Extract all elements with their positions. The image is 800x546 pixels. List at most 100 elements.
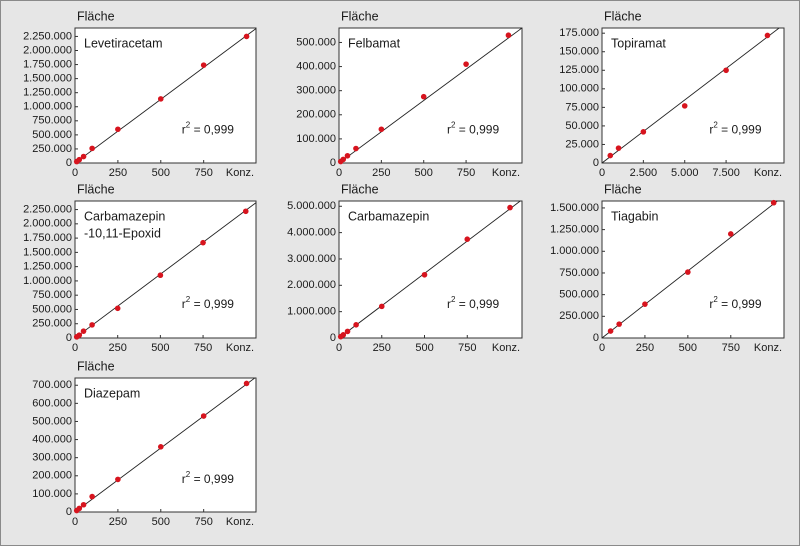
y-tick-label: 1.500.000 xyxy=(23,246,72,258)
y-tick-label: 1.000.000 xyxy=(550,245,599,257)
x-tick-label: 2.500 xyxy=(630,167,658,179)
r-value: = 0,999 xyxy=(190,123,234,137)
x-tick-label: 750 xyxy=(194,516,212,528)
y-tick-label: 5.000.000 xyxy=(287,200,336,212)
y-tick-label: 1.250.000 xyxy=(23,261,72,273)
y-tick-label: 500.000 xyxy=(32,415,72,427)
y-tick-label: 25.000 xyxy=(565,138,599,150)
x-tick-label: 0 xyxy=(336,342,342,354)
data-point xyxy=(421,271,428,278)
y-axis-label: Fläche xyxy=(77,359,115,373)
x-axis-label: Konz. xyxy=(492,167,520,179)
x-tick-label: 500 xyxy=(415,342,433,354)
x-tick-label: 0 xyxy=(599,167,605,179)
y-axis-label: Fläche xyxy=(341,9,379,23)
y-tick-label: 1.000.000 xyxy=(287,306,336,318)
data-point xyxy=(76,505,83,512)
x-tick-label: 5.000 xyxy=(671,167,699,179)
data-point xyxy=(420,93,427,100)
compound-name: Topiramat xyxy=(611,36,666,50)
y-tick-label: 0 xyxy=(330,157,336,169)
y-tick-label: 1.250.000 xyxy=(550,224,599,236)
panel: FlächeKonz.0250.000500.000750.0001.000.0… xyxy=(550,182,785,354)
y-tick-label: 100.000 xyxy=(32,488,72,500)
data-point xyxy=(89,145,95,152)
data-point xyxy=(770,199,777,206)
y-tick-label: 750.000 xyxy=(32,115,72,127)
y-tick-label: 1.500.000 xyxy=(23,73,72,85)
y-tick-label: 250.000 xyxy=(32,143,72,155)
y-tick-label: 250.000 xyxy=(32,318,72,330)
r-squared: r2 = 0,999 xyxy=(182,121,234,137)
r-value: = 0,999 xyxy=(455,297,499,311)
y-tick-label: 1.000.000 xyxy=(23,101,72,113)
r-squared: r2 = 0,999 xyxy=(182,295,234,311)
data-point xyxy=(89,322,95,328)
panel: FlächeKonz.0250.000500.000750.0001.000.0… xyxy=(23,182,257,354)
compound-name: -10,11-Epoxid xyxy=(84,226,161,240)
y-tick-label: 0 xyxy=(66,157,72,169)
y-tick-label: 600.000 xyxy=(32,397,72,409)
y-tick-label: 750.000 xyxy=(559,267,599,279)
x-tick-label: 500 xyxy=(415,167,433,179)
data-point xyxy=(764,32,771,39)
y-tick-label: 400.000 xyxy=(32,433,72,445)
r-squared: r2 = 0,999 xyxy=(182,470,234,486)
x-axis-label: Konz. xyxy=(754,167,782,179)
y-tick-label: 500.000 xyxy=(32,129,72,141)
data-point xyxy=(80,153,87,160)
y-tick-label: 2.250.000 xyxy=(23,203,72,215)
y-tick-label: 75.000 xyxy=(565,101,599,113)
r-squared: r2 = 0,999 xyxy=(447,121,499,137)
y-tick-label: 250.000 xyxy=(559,310,599,322)
x-tick-label: 250 xyxy=(109,167,127,179)
compound-name: Felbamat xyxy=(348,36,401,50)
y-tick-label: 700.000 xyxy=(32,379,72,391)
y-tick-label: 50.000 xyxy=(565,120,599,132)
regression-line xyxy=(602,28,780,163)
data-point xyxy=(616,321,622,327)
compound-name: Levetiracetam xyxy=(84,36,163,50)
x-tick-label: 7.500 xyxy=(712,167,740,179)
y-tick-label: 0 xyxy=(330,332,336,344)
data-point xyxy=(681,103,688,109)
data-point xyxy=(157,272,164,279)
regression-line xyxy=(339,201,522,338)
regression-line xyxy=(602,201,779,338)
y-axis-label: Fläche xyxy=(341,182,379,196)
y-tick-label: 1.000.000 xyxy=(23,275,72,287)
data-point xyxy=(378,303,385,310)
data-point xyxy=(727,231,734,237)
data-point xyxy=(607,152,614,159)
data-point xyxy=(507,204,513,211)
x-tick-label: 500 xyxy=(151,342,169,354)
y-tick-label: 0 xyxy=(593,332,599,344)
data-point xyxy=(243,33,250,40)
data-point xyxy=(344,152,351,159)
y-axis-label: Fläche xyxy=(77,9,115,23)
r-base: r xyxy=(182,123,186,137)
y-tick-label: 300.000 xyxy=(32,452,72,464)
plot-area xyxy=(601,200,785,339)
x-tick-label: 750 xyxy=(722,342,740,354)
y-tick-label: 300.000 xyxy=(296,85,336,97)
r-base: r xyxy=(447,123,451,137)
x-tick-label: 0 xyxy=(72,167,78,179)
y-tick-label: 100.000 xyxy=(559,83,599,95)
data-point xyxy=(340,156,347,163)
y-tick-label: 500.000 xyxy=(559,289,599,301)
x-tick-label: 750 xyxy=(194,342,212,354)
x-tick-label: 250 xyxy=(109,342,127,354)
panel: FlächeKonz.025.00050.00075.000100.000125… xyxy=(559,9,785,179)
data-point xyxy=(157,444,164,450)
y-tick-label: 500.000 xyxy=(296,36,336,48)
x-tick-label: 250 xyxy=(636,342,654,354)
r-exponent: 2 xyxy=(713,295,718,304)
r-squared: r2 = 0,999 xyxy=(709,121,761,137)
x-tick-label: 0 xyxy=(336,167,342,179)
x-tick-label: 0 xyxy=(599,342,605,354)
panel: FlächeKonz.0250.000500.000750.0001.000.0… xyxy=(23,9,257,179)
r-exponent: 2 xyxy=(186,121,191,130)
y-tick-label: 0 xyxy=(593,157,599,169)
